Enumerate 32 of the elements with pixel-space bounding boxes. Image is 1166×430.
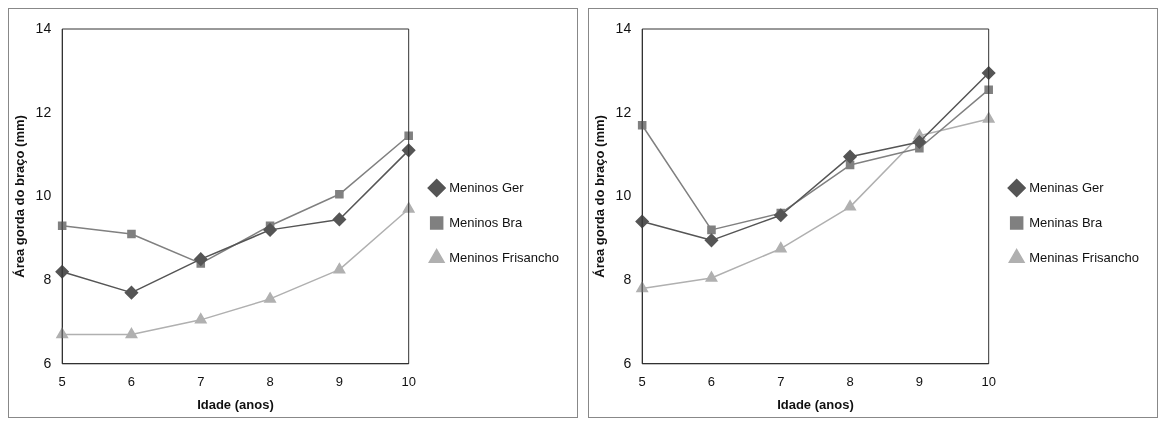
x-tick-label: 8	[266, 374, 274, 390]
legend-label: Meninas Bra	[1029, 214, 1103, 230]
x-tick-label: 10	[981, 374, 996, 390]
x-axis-title: Idade (anos)	[777, 396, 854, 412]
x-tick-label: 6	[127, 374, 136, 390]
x-tick-label: 5	[638, 374, 646, 390]
y-tick-label: 14	[615, 19, 632, 36]
y-tick-label: 12	[615, 103, 632, 120]
x-tick-label: 6	[707, 374, 716, 390]
y-tick-label: 6	[623, 354, 632, 371]
legend-label: Meninas Ger	[1029, 179, 1105, 195]
legend-label: Meninos Bra	[449, 214, 523, 230]
x-tick-label: 5	[58, 374, 66, 390]
y-tick-label: 6	[43, 354, 52, 371]
legend-label: Meninas Frisancho	[1029, 249, 1139, 265]
x-tick-label: 8	[846, 374, 854, 390]
legend-label: Meninos Ger	[449, 179, 525, 195]
y-tick-label: 8	[43, 270, 52, 287]
legend-label: Meninos Frisancho	[449, 249, 559, 265]
y-tick-label: 14	[35, 19, 52, 36]
x-tick-label: 10	[401, 374, 416, 390]
y-axis-title: Área gorda do braço (mm)	[592, 115, 608, 278]
x-axis-title: Idade (anos)	[197, 396, 274, 412]
x-tick-label: 7	[777, 374, 785, 390]
y-tick-label: 12	[35, 103, 52, 120]
y-tick-label: 10	[615, 187, 632, 204]
y-axis-title: Área gorda do braço (mm)	[12, 115, 28, 278]
x-tick-label: 7	[197, 374, 205, 390]
x-tick-label: 9	[335, 374, 343, 390]
y-tick-label: 10	[35, 187, 52, 204]
y-tick-label: 8	[623, 270, 632, 287]
x-tick-label: 9	[915, 374, 923, 390]
